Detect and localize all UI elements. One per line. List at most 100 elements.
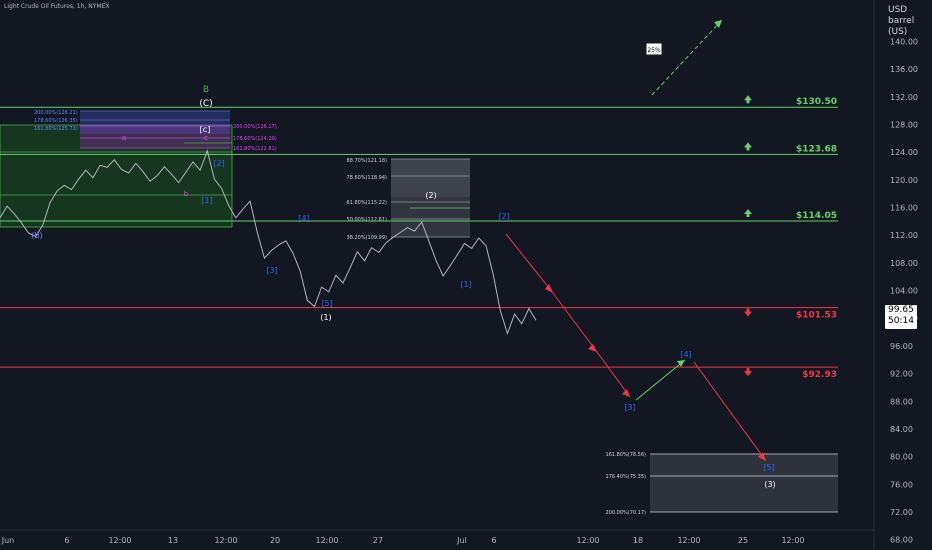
y-tick-label: 140.00 — [890, 38, 918, 47]
fib-blue-161: 161.80%(125.72) — [34, 126, 78, 132]
arrowhead-4 — [677, 360, 685, 367]
wave-label-2-paren: (2) — [425, 191, 436, 200]
x-tick-label: 12:00 — [214, 536, 237, 545]
wave-label-c-bracket: [c] — [200, 125, 211, 134]
axis-unit-label: barrel (US) — [888, 16, 915, 37]
x-tick-label: 25 — [738, 536, 748, 545]
x-tick-label: 12:00 — [781, 536, 804, 545]
y-tick-label: 112.00 — [890, 231, 918, 240]
wave-label-5: [5] — [321, 299, 332, 308]
wave-labels: B (C) [c] [2] [1] (b) a c b [4] [3] [5] … — [31, 85, 775, 489]
level-label: $114.05 — [796, 211, 837, 221]
fib-target-176: 176.40%(75.35) — [606, 474, 647, 480]
y-tick-label: 116.00 — [890, 204, 918, 213]
wave-label-4: [4] — [298, 214, 309, 223]
fib-purple-200: 200.00%(126.17) — [233, 124, 277, 130]
wave-label-b-paren: (b) — [31, 231, 42, 240]
x-tick-label: 12:00 — [677, 536, 700, 545]
x-tick-label: 6 — [491, 536, 496, 545]
y-tick-label: 80.00 — [890, 453, 913, 462]
x-tick-label: Jun — [1, 536, 15, 545]
arrowhead-2 — [588, 344, 597, 352]
y-tick-label: 88.00 — [890, 397, 913, 406]
wave-label-1-paren: (1) — [320, 313, 331, 322]
projection-dashed-up — [651, 19, 723, 96]
wave-label-b: b — [184, 190, 189, 198]
arrow-up-icon — [744, 142, 752, 151]
last-price-tag: 99.65 50:14 — [885, 305, 917, 329]
y-tick-label: 68.00 — [890, 536, 913, 545]
fib-purple-161: 161.80%(122.81) — [233, 146, 277, 152]
y-tick-label: 96.00 — [890, 342, 913, 351]
fib-887: 88.70%(121.18) — [347, 158, 388, 164]
y-tick-label: 136.00 — [890, 65, 918, 74]
x-tick-label: 20 — [270, 536, 280, 545]
x-tick-label: 12:00 — [315, 536, 338, 545]
wave-label-2-bracket: [2] — [498, 212, 509, 221]
time-axis: Jun 6 12:00 13 12:00 20 12:00 27 Jul 6 12:00 18 12:0… — [1, 536, 805, 545]
level-label: $101.53 — [796, 311, 837, 321]
bar-countdown: 50:14 — [888, 316, 914, 326]
fib-blue-200: 200.00%(128.21) — [34, 110, 78, 116]
arrowhead-5 — [758, 452, 766, 461]
y-tick-label: 76.00 — [890, 480, 913, 489]
level-label: $92.93 — [802, 370, 837, 380]
y-tick-label: 84.00 — [890, 425, 913, 434]
consolidation-box — [0, 124, 233, 228]
fib-786: 78.60%(118.94) — [347, 175, 388, 181]
y-tick-label: 72.00 — [890, 508, 913, 517]
y-tick-label: 92.00 — [890, 370, 913, 379]
x-tick-label: 18 — [633, 536, 643, 545]
percent-badge: 25% — [647, 47, 661, 54]
arrowhead-1 — [545, 284, 553, 293]
wave-label-B: B — [203, 85, 209, 95]
last-price: 99.65 — [888, 305, 914, 315]
wave-label-4-projected: [4] — [680, 350, 691, 359]
fib-382: 38.20%(109.99) — [347, 235, 388, 241]
fib-target-161: 161.80%(78.56) — [606, 452, 647, 458]
projection-arrow-2 — [552, 292, 598, 353]
arrow-up-icon — [744, 209, 752, 218]
wave-label-a: a — [122, 134, 126, 142]
y-tick-label: 120.00 — [890, 176, 918, 185]
price-series-line — [0, 149, 537, 336]
wave-label-c: c — [204, 134, 208, 142]
wave-label-1-small: [1] — [201, 196, 212, 205]
wave-label-1-bracket: [1] — [460, 280, 471, 289]
arrow-down-icon — [744, 368, 752, 377]
fib-target-200: 200.00%(70.17) — [606, 510, 647, 516]
x-tick-label: 12:00 — [108, 536, 131, 545]
arrow-down-icon — [744, 308, 752, 317]
y-tick-label: 108.00 — [890, 259, 918, 268]
arrow-up-icon — [744, 95, 752, 104]
wave-label-3: [3] — [266, 266, 277, 275]
x-tick-label: Jul — [456, 536, 467, 545]
projection-arrow-1 — [505, 233, 554, 294]
x-tick-label: 12:00 — [576, 536, 599, 545]
level-label: $130.50 — [796, 97, 837, 107]
y-tick-label: 124.00 — [890, 148, 918, 157]
wave-label-3-paren: (3) — [764, 480, 775, 489]
arrowhead-up — [714, 20, 722, 28]
x-tick-label: 27 — [373, 536, 383, 545]
wave-label-3-projected: [3] — [624, 403, 635, 412]
fib-box-target: 161.80%(78.56) 176.40%(75.35) 200.00%(70… — [606, 452, 838, 516]
projection-arrow-4 — [635, 359, 686, 401]
y-tick-label: 132.00 — [890, 93, 918, 102]
fib-618: 61.80%(115.22) — [347, 200, 388, 206]
y-tick-label: 104.00 — [890, 287, 918, 296]
projection-arrow-3 — [596, 351, 631, 398]
chart-title: Light Crude Oil Futures, 1h, NYMEX — [4, 3, 110, 10]
arrowhead-3 — [622, 389, 630, 397]
axis-currency: USD — [888, 5, 908, 15]
fib-box-small-purple: 200.00%(126.17) 178.60%(124.29) 161.80%(… — [80, 124, 277, 152]
fib-blue-178: 178.60%(126.35) — [34, 118, 78, 124]
x-tick-label: 13 — [168, 536, 178, 545]
wave-label-C: (C) — [199, 99, 212, 109]
price-axis-unit: USD barrel (US) — [888, 5, 932, 38]
percent-badge-box — [645, 42, 663, 56]
x-tick-label: 6 — [64, 536, 69, 545]
fib-500: 50.00%(112.61) — [347, 217, 388, 223]
fib-purple-178: 178.60%(124.29) — [233, 136, 277, 142]
